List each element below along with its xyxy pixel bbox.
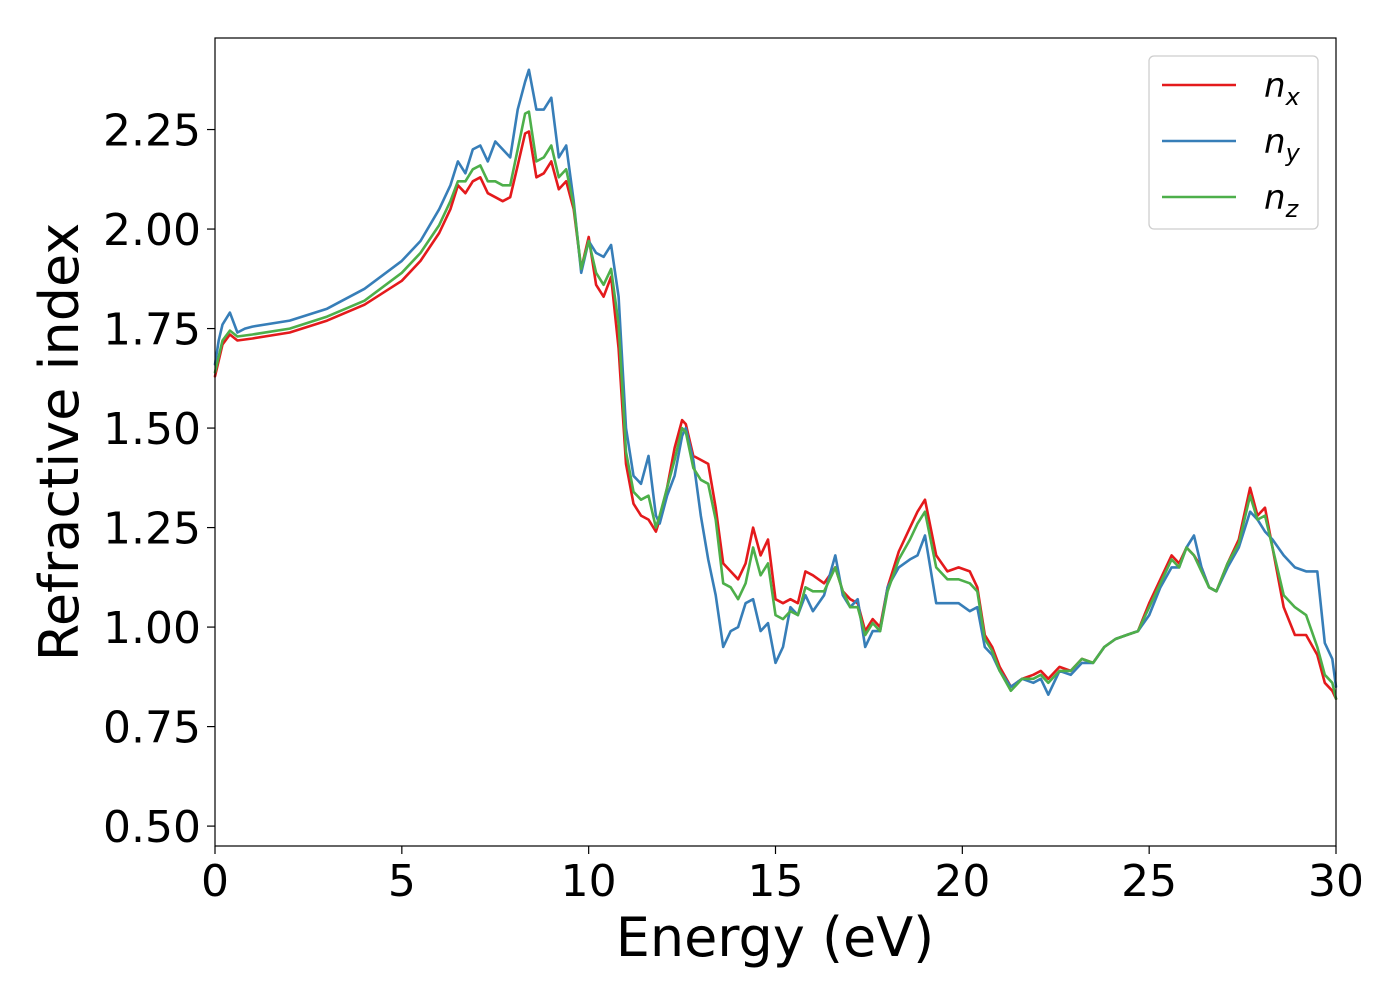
x-axis-ticks: 0 5 10 15 20 25 30 <box>201 846 1364 907</box>
series-line-x <box>213 130 1338 701</box>
y-tick-label: 2.25 <box>103 106 201 157</box>
x-axis-label: Energy (eV) <box>616 906 935 969</box>
y-tick-label: 1.00 <box>103 603 201 654</box>
y-tick-label: 1.50 <box>103 404 201 455</box>
x-tick-label: 25 <box>1121 856 1177 907</box>
y-tick-label: 1.25 <box>103 504 201 555</box>
x-tick-label: 10 <box>561 856 617 907</box>
series-line-y <box>213 68 1338 697</box>
y-tick-label: 1.75 <box>103 305 201 356</box>
y-tick-label: 0.75 <box>103 703 201 754</box>
legend-label-y: ny <box>1264 122 1301 167</box>
series-line-z <box>213 110 1338 701</box>
legend-box <box>1148 55 1319 230</box>
y-tick-label: 0.50 <box>103 802 201 853</box>
legend: nx ny nz <box>1148 55 1319 230</box>
y-axis-label: Refractive index <box>28 223 91 662</box>
x-tick-label: 5 <box>388 856 416 907</box>
x-tick-label: 15 <box>748 856 804 907</box>
legend-label-x: nx <box>1264 66 1301 111</box>
x-tick-label: 20 <box>934 856 990 907</box>
series-layer <box>213 68 1338 701</box>
legend-label-z: nz <box>1264 178 1300 223</box>
x-tick-label: 0 <box>201 856 229 907</box>
y-tick-label: 2.00 <box>103 205 201 256</box>
y-axis-ticks: 0.50 0.75 1.00 1.25 1.50 1.75 2.00 2.25 <box>103 106 215 853</box>
x-tick-label: 30 <box>1308 856 1364 907</box>
